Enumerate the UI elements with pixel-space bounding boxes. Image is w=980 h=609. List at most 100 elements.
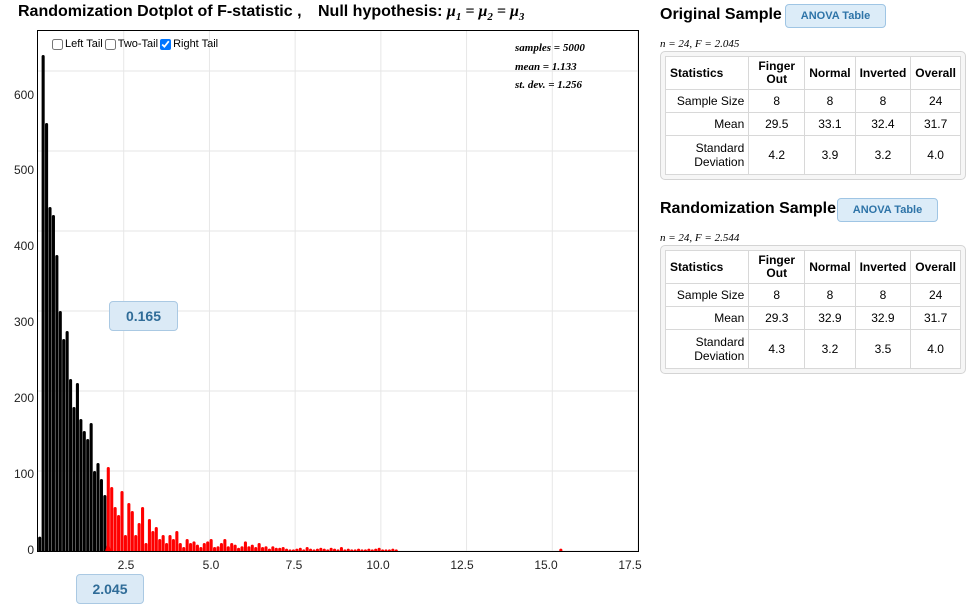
samples-count: samples = 5000 <box>515 42 585 54</box>
dot-stack <box>182 547 186 551</box>
dot-stack <box>336 549 340 551</box>
dot-stack <box>171 539 175 551</box>
dot-stack <box>243 541 247 551</box>
table-row: Sample Size 8 8 8 24 <box>664 283 961 307</box>
dot-stack <box>247 546 251 551</box>
table-header: Overall <box>910 56 961 90</box>
dot-stack <box>264 546 268 551</box>
dot-stack <box>154 527 158 551</box>
dot-stack <box>96 463 100 551</box>
dot-stack <box>346 548 350 551</box>
row-label: Standard Deviation <box>664 329 750 369</box>
dot-stack <box>62 339 66 551</box>
dot-stack <box>189 543 193 551</box>
dot-stack <box>291 549 295 551</box>
plot-title-text: Randomization Dotplot of F-statistic , <box>18 3 302 20</box>
dot-stack <box>322 548 326 551</box>
dot-stack <box>237 547 241 551</box>
dot-stack <box>158 539 162 551</box>
tail-options: Left Tail Two-Tail Right Tail <box>52 38 218 50</box>
randomization-anova-button[interactable]: ANOVA Table <box>837 198 938 222</box>
right-tail-option[interactable]: Right Tail <box>160 38 218 50</box>
dot-stack <box>144 543 148 551</box>
y-tick-label: 600 <box>13 88 34 102</box>
table-cell: 8 <box>804 89 856 113</box>
table-cell: 24 <box>910 283 961 307</box>
dot-stack <box>175 531 179 551</box>
dot-stack <box>357 548 361 551</box>
table-row: Mean 29.3 32.9 32.9 31.7 <box>664 306 961 330</box>
dot-stack <box>315 548 319 551</box>
dot-stack <box>134 535 138 551</box>
dot-stack <box>281 547 285 551</box>
y-tick-label: 200 <box>13 391 34 405</box>
table-cell: 31.7 <box>910 306 961 330</box>
summary-stats: samples = 5000 mean = 1.133 st. dev. = 1… <box>515 39 585 95</box>
table-row: Standard Deviation 4.3 3.2 3.5 4.0 <box>664 329 961 369</box>
dot-stack <box>377 547 381 551</box>
dot-stack <box>381 549 385 551</box>
dot-stack <box>226 546 230 551</box>
table-cell: 32.9 <box>854 306 912 330</box>
y-tick-label: 300 <box>13 315 34 329</box>
dot-stack <box>216 546 220 551</box>
dot-stack <box>312 549 316 551</box>
dot-stack <box>110 487 114 551</box>
table-cell: 24 <box>910 89 961 113</box>
cutoff-marker[interactable] <box>105 542 112 551</box>
x-tick-label: 12.5 <box>450 558 474 572</box>
dot-stack <box>137 523 141 551</box>
dot-stack <box>274 547 278 551</box>
x-tick-label: 5.0 <box>202 558 220 572</box>
dot-stack <box>353 549 357 551</box>
dot-stack <box>305 547 309 551</box>
table-header: Overall <box>910 250 961 284</box>
dot-stack <box>99 479 103 551</box>
dot-stack <box>391 548 395 551</box>
dot-stack <box>384 549 388 551</box>
dot-stack <box>165 543 169 551</box>
table-header: Inverted <box>854 250 912 284</box>
row-label: Sample Size <box>664 283 750 307</box>
null-hypothesis-label: Null hypothesis: <box>318 3 443 20</box>
original-sample-title: Original Sample <box>660 6 782 23</box>
dot-stack <box>38 536 42 551</box>
dot-stack <box>213 547 217 551</box>
two-tail-checkbox[interactable] <box>104 38 116 50</box>
left-tail-option[interactable]: Left Tail <box>52 38 103 50</box>
dot-stack <box>79 419 83 551</box>
table-cell: 32.9 <box>804 306 856 330</box>
dot-stack <box>69 379 73 551</box>
two-tail-option[interactable]: Two-Tail <box>104 38 158 50</box>
dot-stack <box>178 543 182 551</box>
row-label: Sample Size <box>664 89 750 113</box>
p-value-bubble[interactable]: 0.165 <box>109 301 178 331</box>
dot-stack <box>202 543 206 551</box>
dot-stack <box>302 549 306 551</box>
dot-stack <box>333 548 337 551</box>
table-cell: 8 <box>854 283 912 307</box>
dot-stack <box>103 495 107 551</box>
dot-stack <box>278 547 282 551</box>
dot-stack <box>192 541 196 551</box>
x-tick-label: 15.0 <box>534 558 558 572</box>
table-cell: 32.4 <box>854 112 912 136</box>
table-header: Statistics <box>664 56 750 90</box>
dot-stack <box>219 543 223 551</box>
table-cell: 33.1 <box>804 112 856 136</box>
dot-stack <box>363 549 367 551</box>
left-tail-checkbox[interactable] <box>52 38 63 50</box>
right-tail-checkbox[interactable] <box>160 38 172 50</box>
null-hypothesis-formula: μ1 = μ2 = μ3 <box>446 3 525 24</box>
dot-stack <box>168 535 172 551</box>
dot-stack <box>267 548 271 551</box>
dot-stack <box>288 549 292 551</box>
dot-stack <box>254 547 258 551</box>
dot-stack <box>309 548 313 551</box>
observed-f-bubble[interactable]: 2.045 <box>76 574 144 604</box>
original-anova-button[interactable]: ANOVA Table <box>785 4 886 28</box>
dotplot-area[interactable] <box>37 30 639 552</box>
dot-stack <box>89 423 93 551</box>
dot-stack <box>329 547 333 551</box>
dot-stack <box>51 215 55 551</box>
